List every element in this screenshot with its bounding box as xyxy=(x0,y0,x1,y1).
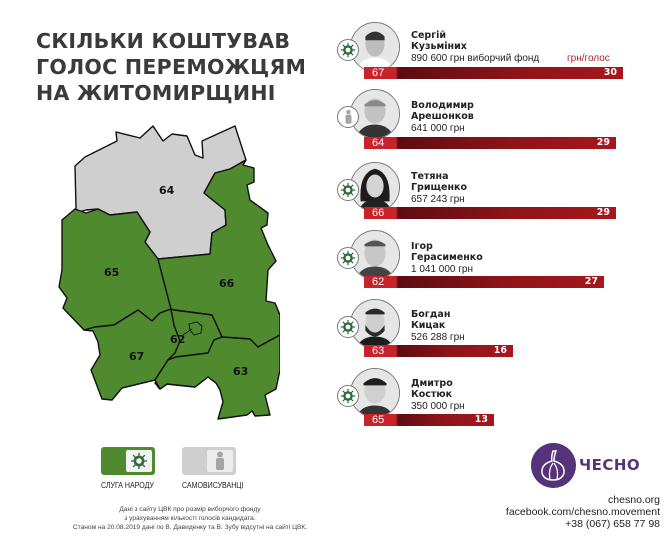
note-line-2: з урахуванням кількості голосів кандидат… xyxy=(124,515,256,522)
map-label-66: 66 xyxy=(219,277,235,290)
candidate-row: Тетяна Грищенко 657 243 грн 66 29 xyxy=(330,160,665,230)
candidate-first-name: Сергій xyxy=(411,30,447,41)
cost-per-vote: 16 xyxy=(493,345,507,356)
map-label-65: 65 xyxy=(104,266,119,279)
district-number: 65 xyxy=(372,414,385,426)
party-badge-sluha xyxy=(337,316,359,338)
legend-label-self: САМОВИСУВАНЦІ xyxy=(182,481,244,490)
note-line-1: Дані з сайту ЦВК про розмір виборчого фо… xyxy=(119,506,261,513)
district-number: 66 xyxy=(372,207,385,219)
avatar xyxy=(350,368,400,418)
note-line-3: Станом на 20.08.2019 дані по В. Давиденк… xyxy=(72,524,308,531)
campaign-fund: 890 600 грн виборчий фонд xyxy=(411,53,540,64)
district-number: 64 xyxy=(372,137,385,149)
district-number: 63 xyxy=(372,345,385,357)
brand-name: ЧЕСНО xyxy=(579,456,641,474)
chesno-logo xyxy=(531,443,576,488)
map-label-64: 64 xyxy=(159,184,175,197)
candidate-last-name: Герасименко xyxy=(411,252,483,263)
cost-per-vote: 30 xyxy=(603,67,617,78)
campaign-fund: 641 000 грн xyxy=(411,123,465,134)
cost-bar: 63 16 xyxy=(364,345,513,357)
candidate-row: Сергій Кузьміних 890 600 грн виборчий фо… xyxy=(330,18,665,88)
party-badge-sluha xyxy=(337,247,359,269)
party-badge-sluha xyxy=(337,385,359,407)
candidate-last-name: Кузьміних xyxy=(411,41,467,52)
party-badge-sluha xyxy=(337,179,359,201)
campaign-fund: 350 000 грн xyxy=(411,401,465,412)
cost-per-vote: 13 xyxy=(474,414,488,425)
campaign-fund: 1 041 000 грн xyxy=(411,264,473,275)
candidate-first-name: Дмитро xyxy=(411,378,453,389)
cost-bar: 64 29 xyxy=(364,137,616,149)
district-63[interactable] xyxy=(154,334,280,420)
candidate-first-name: Ігор xyxy=(411,241,433,252)
cost-per-vote: 29 xyxy=(596,137,610,148)
sluha-narodu-icon xyxy=(340,319,356,335)
page-title: СКІЛЬКИ КОШТУВАВ ГОЛОС ПЕРЕМОЖЦЯМ НА ЖИТ… xyxy=(36,28,316,106)
person-icon xyxy=(216,451,224,470)
sluha-narodu-icon xyxy=(340,182,356,198)
candidate-first-name: Володимир xyxy=(411,100,474,111)
legend-label-sluha: СЛУГА НАРОДУ xyxy=(101,481,154,490)
candidate-row: Ігор Герасименко 1 041 000 грн 62 27 xyxy=(330,228,665,298)
candidate-first-name: Тетяна xyxy=(411,171,449,182)
candidate-row: Володимир Арешонков 641 000 грн 64 29 xyxy=(330,86,665,156)
source-note: Дані з сайту ЦВК про розмір виборчого фо… xyxy=(30,505,350,532)
candidate-first-name: Богдан xyxy=(411,309,451,320)
garlic-icon xyxy=(541,450,565,481)
person-icon xyxy=(345,109,351,124)
cost-bar: 66 29 xyxy=(364,207,616,219)
avatar xyxy=(350,162,400,212)
title-line-3: НА ЖИТОМИРЩИНІ xyxy=(36,81,276,105)
candidate-last-name: Кицак xyxy=(411,320,446,331)
legend-self-nominated: САМОВИСУВАНЦІ xyxy=(182,447,252,490)
cost-bar: 62 27 xyxy=(364,276,604,288)
campaign-fund: 526 288 грн xyxy=(411,332,465,343)
cost-bar: 67 30 xyxy=(364,67,623,79)
party-badge-self xyxy=(337,106,359,128)
candidate-last-name: Грищенко xyxy=(411,182,467,193)
candidate-last-name: Костюк xyxy=(411,389,453,400)
district-map: 64 65 66 67 62 63 xyxy=(40,125,280,435)
title-line-2: ГОЛОС ПЕРЕМОЖЦЯМ xyxy=(36,55,307,79)
phone-number: +38 (067) 658 77 98 xyxy=(565,518,660,530)
sluha-narodu-icon xyxy=(340,42,356,58)
candidate-row: Богдан Кицак 526 288 грн 63 16 xyxy=(330,296,665,366)
contacts: chesno.org facebook.com/chesno.movement … xyxy=(506,494,660,530)
candidate-last-name: Арешонков xyxy=(411,111,474,122)
district-number: 67 xyxy=(372,67,385,79)
cost-per-vote: 29 xyxy=(596,207,610,218)
unit-label: грн/голос xyxy=(567,53,610,64)
site-link[interactable]: chesno.org xyxy=(608,494,660,506)
legend-swatch-green xyxy=(101,447,155,475)
party-badge-sluha xyxy=(337,39,359,61)
candidate-list: грн/голос Сергій Кузьміних 890 600 грн в… xyxy=(330,0,665,440)
facebook-link[interactable]: facebook.com/chesno.movement xyxy=(505,506,660,518)
map-label-63: 63 xyxy=(233,365,248,378)
district-number: 62 xyxy=(372,276,385,288)
campaign-fund: 657 243 грн xyxy=(411,194,465,205)
cost-per-vote: 27 xyxy=(584,276,598,287)
sluha-narodu-icon xyxy=(340,250,356,266)
sluha-narodu-icon xyxy=(340,388,356,404)
candidate-row: Дмитро Костюк 350 000 грн 65 13 xyxy=(330,365,665,435)
sluha-narodu-icon xyxy=(130,452,148,470)
map-label-67: 67 xyxy=(129,350,144,363)
legend-sluha-narodu: СЛУГА НАРОДУ xyxy=(101,447,161,490)
cost-bar: 65 13 xyxy=(364,414,494,426)
map-label-62: 62 xyxy=(170,333,185,346)
title-line-1: СКІЛЬКИ КОШТУВАВ xyxy=(36,29,291,53)
legend-swatch-grey xyxy=(182,447,236,475)
